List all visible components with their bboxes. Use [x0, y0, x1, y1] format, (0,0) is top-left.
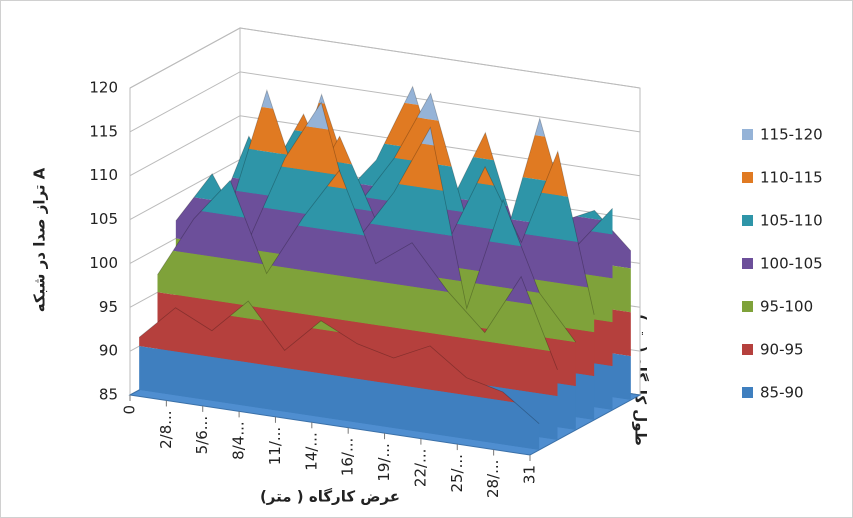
legend-label: 95-100 [760, 298, 813, 316]
surface-row [138, 300, 540, 424]
legend-swatch [742, 301, 753, 312]
x-tick-label: 5/6... [193, 416, 211, 454]
x-tick-label: 22/... [411, 449, 429, 487]
y-tick-label: 100 [89, 254, 118, 272]
grid-line [129, 71, 641, 133]
legend-swatch [742, 258, 753, 269]
y-tick-label: 90 [99, 342, 118, 360]
legend-swatch [742, 129, 753, 140]
grid-line [129, 115, 641, 177]
y-tick-label: 110 [89, 166, 118, 184]
legend-label: 85-90 [760, 384, 804, 402]
legend-label: 90-95 [760, 341, 804, 359]
band-fill [157, 247, 558, 353]
x-tick-label: 0 [121, 405, 139, 415]
x-tick-label: 16/... [339, 438, 357, 476]
x-tick-label: 19/... [375, 443, 393, 481]
grid-line [129, 27, 641, 89]
legend-swatch [742, 387, 753, 398]
x-tick-label: 2/8... [157, 410, 175, 448]
y-tick-label: 105 [89, 210, 118, 228]
x-tick-label: 8/4... [230, 421, 248, 459]
legend-swatch [742, 344, 753, 355]
x-tick-label: 25/... [448, 454, 466, 492]
x-axis-title: عرض کارگاه ( متر) [260, 488, 400, 506]
legend-label: 105-110 [760, 212, 823, 230]
legend-swatch [742, 172, 753, 183]
y-tick-label: 115 [89, 122, 118, 140]
x-tick-label: 14/... [302, 432, 320, 470]
legend-label: 100-105 [760, 255, 823, 273]
y-tick-label: 85 [99, 386, 118, 404]
band-fill [139, 301, 540, 407]
legend-swatch [742, 215, 753, 226]
x-tick-label: 11/... [266, 427, 284, 465]
y-tick-label: 95 [99, 298, 118, 316]
legend-label: 110-115 [760, 169, 823, 187]
y-tick-label: 120 [89, 79, 118, 97]
surface-row [157, 169, 558, 370]
legend-label: 115-120 [760, 126, 823, 144]
x-tick-label: 31 [521, 465, 539, 484]
x-tick-label: 28/... [484, 460, 502, 498]
y-axis-title: تراز صدا در شبکه A [31, 167, 49, 312]
band-fill [175, 150, 576, 256]
